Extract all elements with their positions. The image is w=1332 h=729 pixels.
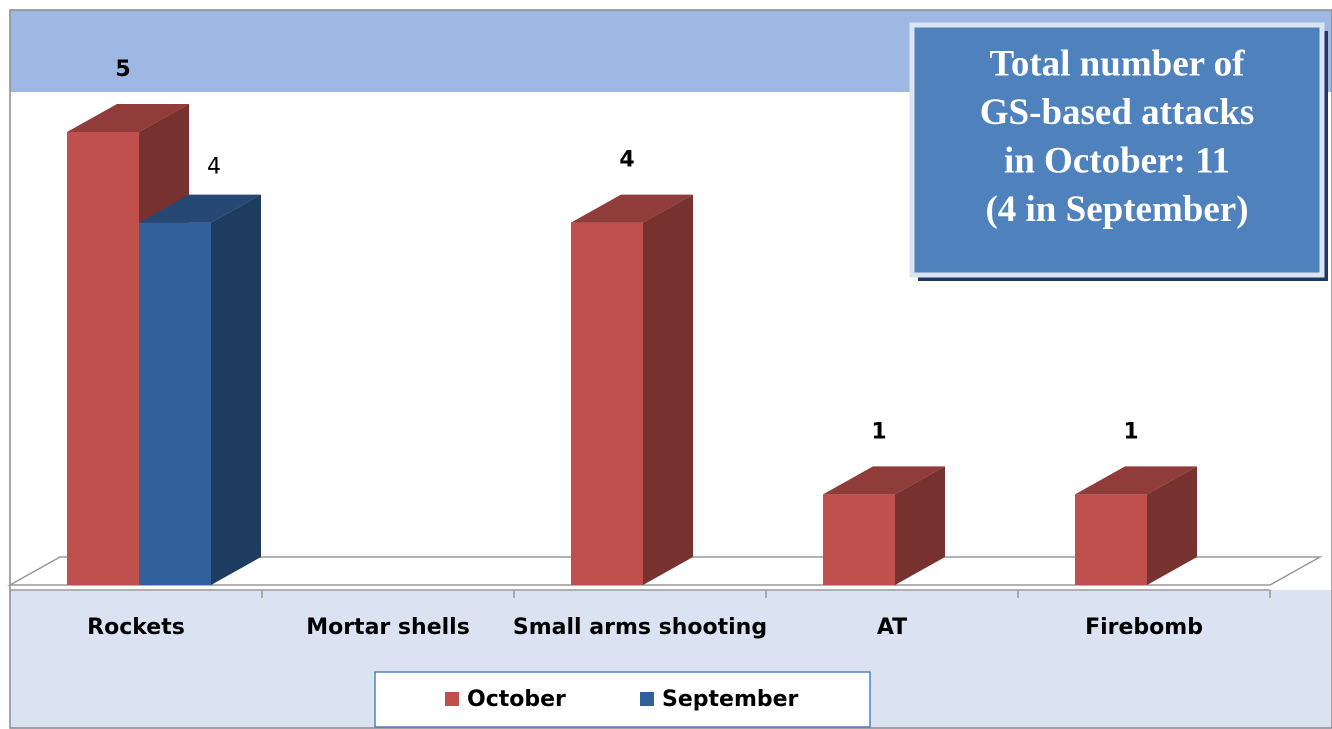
bar-top bbox=[139, 194, 261, 223]
bar-front bbox=[1075, 494, 1147, 585]
data-label: 5 bbox=[115, 57, 130, 82]
frame bbox=[9, 9, 1332, 729]
legend-swatch bbox=[640, 692, 654, 706]
x-tick-label: Small arms shooting bbox=[513, 615, 767, 640]
annotation-box bbox=[909, 22, 1328, 281]
data-label: 1 bbox=[871, 419, 886, 444]
bar-top bbox=[67, 104, 189, 132]
legend-label: September bbox=[662, 687, 799, 712]
data-label: 4 bbox=[619, 148, 634, 173]
data-label: 4 bbox=[207, 155, 221, 180]
bar-front bbox=[67, 132, 139, 585]
x-tick-label: Rockets bbox=[87, 615, 185, 640]
annotation-line: GS-based attacks bbox=[980, 92, 1254, 133]
bar-front bbox=[571, 222, 643, 585]
x-tick-label: Mortar shells bbox=[306, 615, 470, 640]
bar-side bbox=[895, 466, 945, 585]
legend-label: October bbox=[467, 687, 566, 712]
x-tick-label: Firebomb bbox=[1085, 615, 1203, 640]
bar-side bbox=[1147, 466, 1197, 585]
annotation-line: Total number of bbox=[990, 43, 1246, 84]
bar-side bbox=[643, 194, 693, 585]
annotation-panel bbox=[909, 22, 1325, 278]
annotation-line: (4 in September) bbox=[985, 189, 1248, 230]
data-label: 1 bbox=[1123, 419, 1138, 444]
x-tick-label: AT bbox=[877, 615, 907, 640]
legend-swatch bbox=[445, 692, 459, 706]
bar-side bbox=[211, 194, 261, 585]
bar-front bbox=[823, 494, 895, 585]
bar-top bbox=[571, 194, 693, 223]
annotation-line: in October: 11 bbox=[1004, 140, 1230, 181]
bar-front bbox=[139, 222, 211, 585]
bar-top bbox=[823, 466, 945, 495]
bar-top bbox=[1075, 466, 1197, 495]
